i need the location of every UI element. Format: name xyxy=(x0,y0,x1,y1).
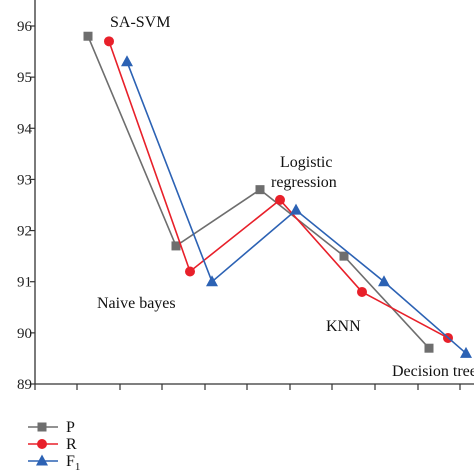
data-point-p xyxy=(83,31,93,41)
data-point-f1 xyxy=(378,275,390,287)
annotation-naive-bayes: Naive bayes xyxy=(97,295,176,312)
data-point-r xyxy=(275,194,285,205)
y-tick-label: 96 xyxy=(17,19,33,35)
y-tick-label: 92 xyxy=(17,224,32,240)
series-f1 xyxy=(121,55,472,358)
annotations: SA-SVM Logistic regression Naive bayes K… xyxy=(97,14,474,380)
legend-label-p: P xyxy=(66,419,75,436)
y-tick-label: 89 xyxy=(17,377,32,393)
data-point-r xyxy=(104,36,114,47)
y-tick-label: 91 xyxy=(17,275,32,291)
y-tick-label: 94 xyxy=(17,121,33,137)
annotation-decision-tree: Decision tree xyxy=(392,363,474,380)
legend-item-r: R xyxy=(28,436,77,453)
annotation-knn: KNN xyxy=(326,318,361,335)
data-point-p xyxy=(424,343,434,353)
data-point-f1 xyxy=(460,346,472,358)
legend-item-p: P xyxy=(28,419,75,436)
data-point-f1 xyxy=(290,203,302,215)
data-point-p xyxy=(171,241,181,251)
y-tick-label: 90 xyxy=(17,326,32,342)
y-tick-label: 95 xyxy=(17,70,32,86)
legend-marker-p xyxy=(37,422,47,432)
legend-item-f1: F1 xyxy=(28,453,80,473)
legend-marker-f1 xyxy=(36,454,48,466)
annotation-logistic: Logistic xyxy=(280,154,332,171)
legend-label-f1: F1 xyxy=(66,453,80,473)
annotation-regression: regression xyxy=(271,174,337,191)
legend-label-r: R xyxy=(66,436,77,453)
y-tick-label: 93 xyxy=(17,172,32,188)
series-r xyxy=(104,36,453,343)
data-point-p xyxy=(255,185,265,195)
data-point-r xyxy=(357,286,367,297)
data-point-p xyxy=(339,251,349,261)
data-point-f1 xyxy=(121,55,133,67)
data-point-f1 xyxy=(206,275,218,287)
series-layer xyxy=(83,31,472,358)
annotation-sa-svm: SA-SVM xyxy=(110,14,170,31)
series-p xyxy=(83,31,434,353)
legend-marker-r xyxy=(37,439,47,449)
chart-axes: 89 90 91 92 93 94 95 96 xyxy=(17,0,474,393)
data-point-r xyxy=(185,266,195,277)
